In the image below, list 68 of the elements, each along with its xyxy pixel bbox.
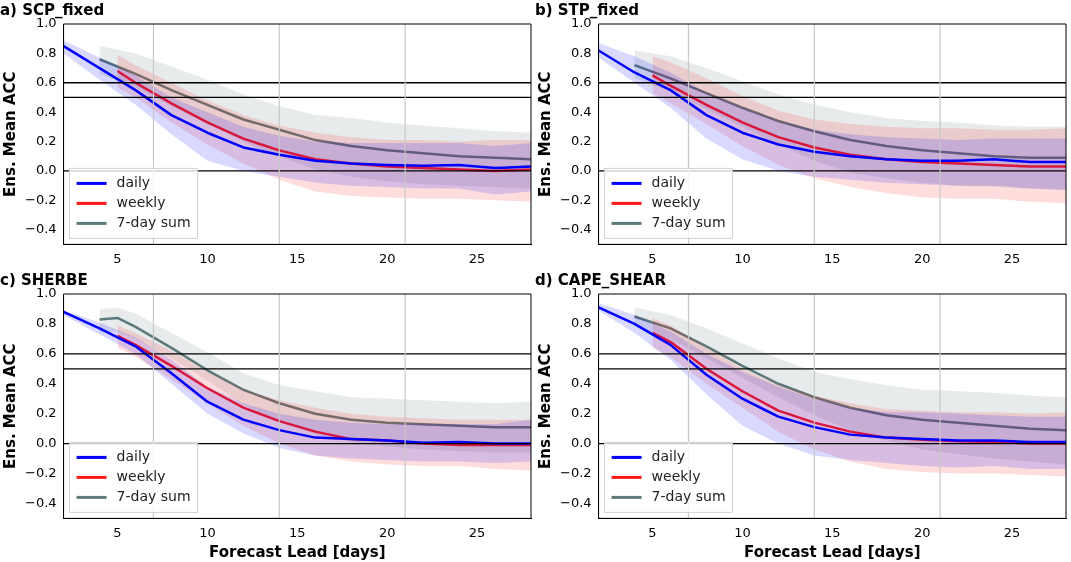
y-tick-label: −0.4 — [559, 221, 592, 237]
legend-label: daily — [116, 174, 151, 191]
y-tick-label: 0.2 — [570, 405, 592, 421]
x-tick-label: 20 — [378, 524, 396, 540]
x-tick-label: 25 — [1003, 524, 1021, 540]
x-tick-label: 10 — [199, 524, 216, 540]
x-tick-label: 25 — [468, 524, 486, 540]
x-tick-label: 20 — [913, 524, 931, 540]
x-tick-label: 20 — [378, 250, 396, 266]
x-tick-label: 10 — [734, 250, 751, 266]
x-tick-label: 15 — [289, 250, 306, 266]
y-tick-label: 0.4 — [570, 375, 592, 391]
x-axis-title: Forecast Lead [days] — [209, 542, 386, 561]
x-axis-title: Forecast Lead [days] — [744, 542, 921, 561]
x-tick-label: 10 — [199, 250, 216, 266]
y-tick-label: 0.4 — [35, 103, 57, 119]
legend-label: 7-day sum — [116, 488, 191, 505]
chart-title: a) SCP_fixed — [0, 0, 105, 19]
x-tick-label: 5 — [648, 524, 657, 540]
legend-label: weekly — [651, 468, 701, 485]
y-tick-label: 0.6 — [35, 74, 57, 90]
x-tick-label: 15 — [824, 250, 841, 266]
y-tick-label: 0.6 — [35, 345, 57, 361]
legend-label: weekly — [116, 194, 166, 211]
y-tick-label: −0.4 — [559, 494, 592, 510]
legend-label: daily — [116, 448, 151, 465]
y-axis-title: Ens. Mean ACC — [0, 343, 19, 469]
x-tick-label: 15 — [289, 524, 306, 540]
x-tick-label: 5 — [648, 250, 657, 266]
legend-label: daily — [651, 448, 686, 465]
legend-label: 7-day sum — [116, 214, 191, 231]
legend-label: daily — [651, 174, 686, 191]
y-tick-label: 0.0 — [570, 162, 592, 178]
y-axis-title: Ens. Mean ACC — [535, 343, 554, 469]
y-tick-label: 0.6 — [570, 345, 592, 361]
chart-title: b) STP_fixed — [535, 0, 640, 19]
y-tick-label: 0.8 — [570, 315, 592, 331]
y-tick-label: −0.4 — [24, 494, 57, 510]
y-tick-label: 0.0 — [35, 434, 57, 450]
x-tick-label: 25 — [468, 250, 486, 266]
y-tick-label: −0.2 — [24, 191, 57, 207]
legend-label: weekly — [651, 194, 701, 211]
y-tick-label: 0.4 — [570, 103, 592, 119]
y-tick-label: 0.8 — [35, 44, 57, 60]
x-tick-label: 15 — [824, 524, 841, 540]
y-tick-label: 0.8 — [570, 44, 592, 60]
legend-label: 7-day sum — [651, 488, 726, 505]
legend-label: weekly — [116, 468, 166, 485]
y-tick-label: 0.2 — [570, 132, 592, 148]
y-tick-label: −0.4 — [24, 221, 57, 237]
y-tick-label: −0.2 — [559, 464, 592, 480]
y-tick-label: −0.2 — [559, 191, 592, 207]
x-tick-label: 10 — [734, 524, 751, 540]
y-axis-title: Ens. Mean ACC — [0, 71, 19, 197]
x-tick-label: 5 — [113, 250, 122, 266]
y-tick-label: 0.0 — [570, 434, 592, 450]
y-tick-label: −0.2 — [24, 464, 57, 480]
y-tick-label: 0.2 — [35, 132, 57, 148]
y-tick-label: 0.8 — [35, 315, 57, 331]
y-tick-label: 0.0 — [35, 162, 57, 178]
y-tick-label: 0.2 — [35, 405, 57, 421]
y-tick-label: 0.4 — [35, 375, 57, 391]
x-tick-label: 20 — [913, 250, 931, 266]
y-tick-label: 0.6 — [570, 74, 592, 90]
y-axis-title: Ens. Mean ACC — [535, 71, 554, 197]
legend-label: 7-day sum — [651, 214, 726, 231]
x-tick-label: 5 — [113, 524, 122, 540]
x-tick-label: 25 — [1003, 250, 1021, 266]
